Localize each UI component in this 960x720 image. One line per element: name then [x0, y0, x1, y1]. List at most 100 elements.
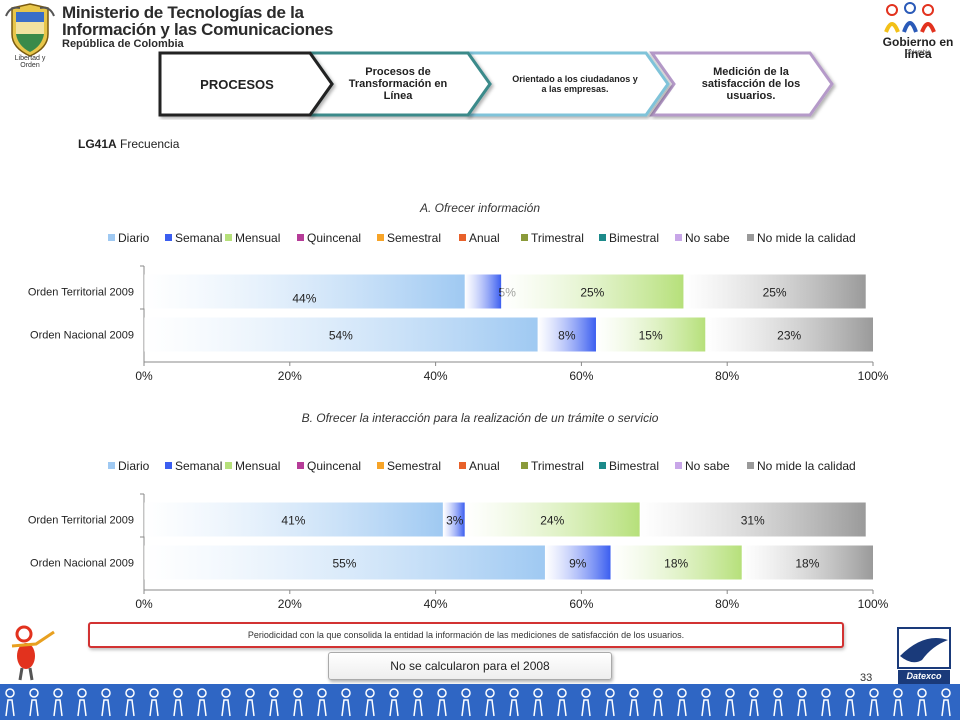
chart-b: Diario Semanal Mensual Quincenal Semestral An… [28, 459, 889, 611]
x-tick-label: 20% [278, 597, 302, 611]
legend-swatch-4 [377, 462, 384, 469]
process-step-4-label: Medición de la satisfacción de los usuar… [701, 66, 801, 102]
x-tick-label: 60% [569, 597, 593, 611]
footer-figure-head [461, 688, 471, 698]
chevron-step-1 [158, 51, 334, 117]
footer-figure-head [941, 688, 951, 698]
footer-figure-head [53, 688, 63, 698]
legend-swatch-8 [675, 462, 682, 469]
legend-label-4: Semestral [387, 231, 441, 245]
legend-swatch-7 [599, 234, 606, 241]
legend-label-8: No sabe [685, 231, 730, 245]
footer-figure-body [605, 699, 615, 717]
footer-figure-head [533, 688, 543, 698]
footer-figure-head [29, 688, 39, 698]
bar-segment-mensual [501, 274, 684, 309]
footer-figure-body [77, 699, 87, 717]
footer-figure-head [317, 688, 327, 698]
bar-segment-semanal [442, 502, 465, 537]
data-label: 9% [569, 557, 587, 571]
datexco-label: Datexco [906, 671, 942, 681]
legend-swatch-1 [165, 462, 172, 469]
footer-figure-head [269, 688, 279, 698]
x-tick-label: 60% [569, 369, 593, 383]
footer-figure-body [53, 699, 63, 717]
footer-figure-body [773, 699, 783, 717]
x-tick-label: 40% [424, 369, 448, 383]
footer-figure-head [197, 688, 207, 698]
footer-figure-body [557, 699, 567, 717]
footer-figure-body [389, 699, 399, 717]
footer-figure-body [797, 699, 807, 717]
data-label: 55% [332, 557, 356, 571]
legend-label-9: No mide la calidad [757, 459, 856, 473]
footer-figure-body [269, 699, 279, 717]
x-tick-label: 100% [858, 597, 889, 611]
footer-figure-body [173, 699, 183, 717]
footer-figure-head [365, 688, 375, 698]
x-tick-label: 80% [715, 369, 739, 383]
footer-figure-head [725, 688, 735, 698]
chart-b-title: B. Ofrecer la interacción para la realiz… [301, 411, 659, 425]
footer-figure-head [221, 688, 231, 698]
question-code: LG41A [78, 137, 117, 151]
process-step-1-label: PROCESOS [200, 76, 274, 92]
footer-figure-body [821, 699, 831, 717]
footer-figure-body [149, 699, 159, 717]
footer-figure-body [437, 699, 447, 717]
data-label: 8% [558, 329, 576, 343]
footer-figure-head [389, 688, 399, 698]
legend-swatch-3 [297, 234, 304, 241]
footer-figure-head [437, 688, 447, 698]
footer-figure-head [797, 688, 807, 698]
footer-pattern [0, 684, 960, 720]
bar-segment-semanal [537, 317, 596, 352]
footer-figure-head [485, 688, 495, 698]
bar-segment-no-mide-la-calidad [639, 502, 866, 537]
footer-figure-body [461, 699, 471, 717]
legend-swatch-6 [521, 234, 528, 241]
footer-figure-body [653, 699, 663, 717]
legend-swatch-9 [747, 462, 754, 469]
footer-figure-head [677, 688, 687, 698]
gobierno-en-linea-logo [884, 2, 936, 33]
footer-figure-head [629, 688, 639, 698]
footer-figure-body [701, 699, 711, 717]
ministry-title: Ministerio de Tecnologías de la Informac… [62, 4, 333, 51]
legend-label-3: Quincenal [307, 459, 361, 473]
bar-segment-mensual [595, 317, 706, 352]
footer-figure-body [917, 699, 927, 717]
bar-segment-semanal [544, 545, 611, 580]
legend-label-6: Trimestral [531, 231, 584, 245]
category-label: Orden Territorial 2009 [28, 287, 134, 299]
footer-figure-body [365, 699, 375, 717]
not-calculated-2008-button[interactable]: No se calcularon para el 2008 [328, 652, 612, 680]
chart-a-title: A. Ofrecer información [419, 201, 541, 215]
chart-a: Diario Semanal Mensual Quincenal Semestral An… [28, 231, 889, 383]
footer-figure-body [293, 699, 303, 717]
legend-label-4: Semestral [387, 459, 441, 473]
question-subtitle: LG41A Frecuencia [78, 137, 179, 151]
data-label: 24% [540, 514, 564, 528]
footer-figure-body [893, 699, 903, 717]
legend-swatch-2 [225, 234, 232, 241]
motto-text: Libertad y Orden [14, 55, 46, 69]
datexco-logo [897, 627, 951, 684]
legend-swatch-2 [225, 462, 232, 469]
footer-figure-head [749, 688, 759, 698]
data-label: 54% [329, 329, 353, 343]
person-figure-icon [11, 625, 55, 681]
footer-figure-body [245, 699, 255, 717]
footer-figure-body [509, 699, 519, 717]
footer-figure-body [197, 699, 207, 717]
page-number: 33 [860, 672, 873, 684]
footer-figure-body [581, 699, 591, 717]
colombia-coat-of-arms-logo [5, 3, 55, 57]
footer-figure-body [485, 699, 495, 717]
bar-segment-semanal [464, 274, 502, 309]
footer-figure-head [125, 688, 135, 698]
footer-figure-body [677, 699, 687, 717]
footer-figure-head [653, 688, 663, 698]
x-tick-label: 20% [278, 369, 302, 383]
category-label: Orden Nacional 2009 [30, 330, 134, 342]
